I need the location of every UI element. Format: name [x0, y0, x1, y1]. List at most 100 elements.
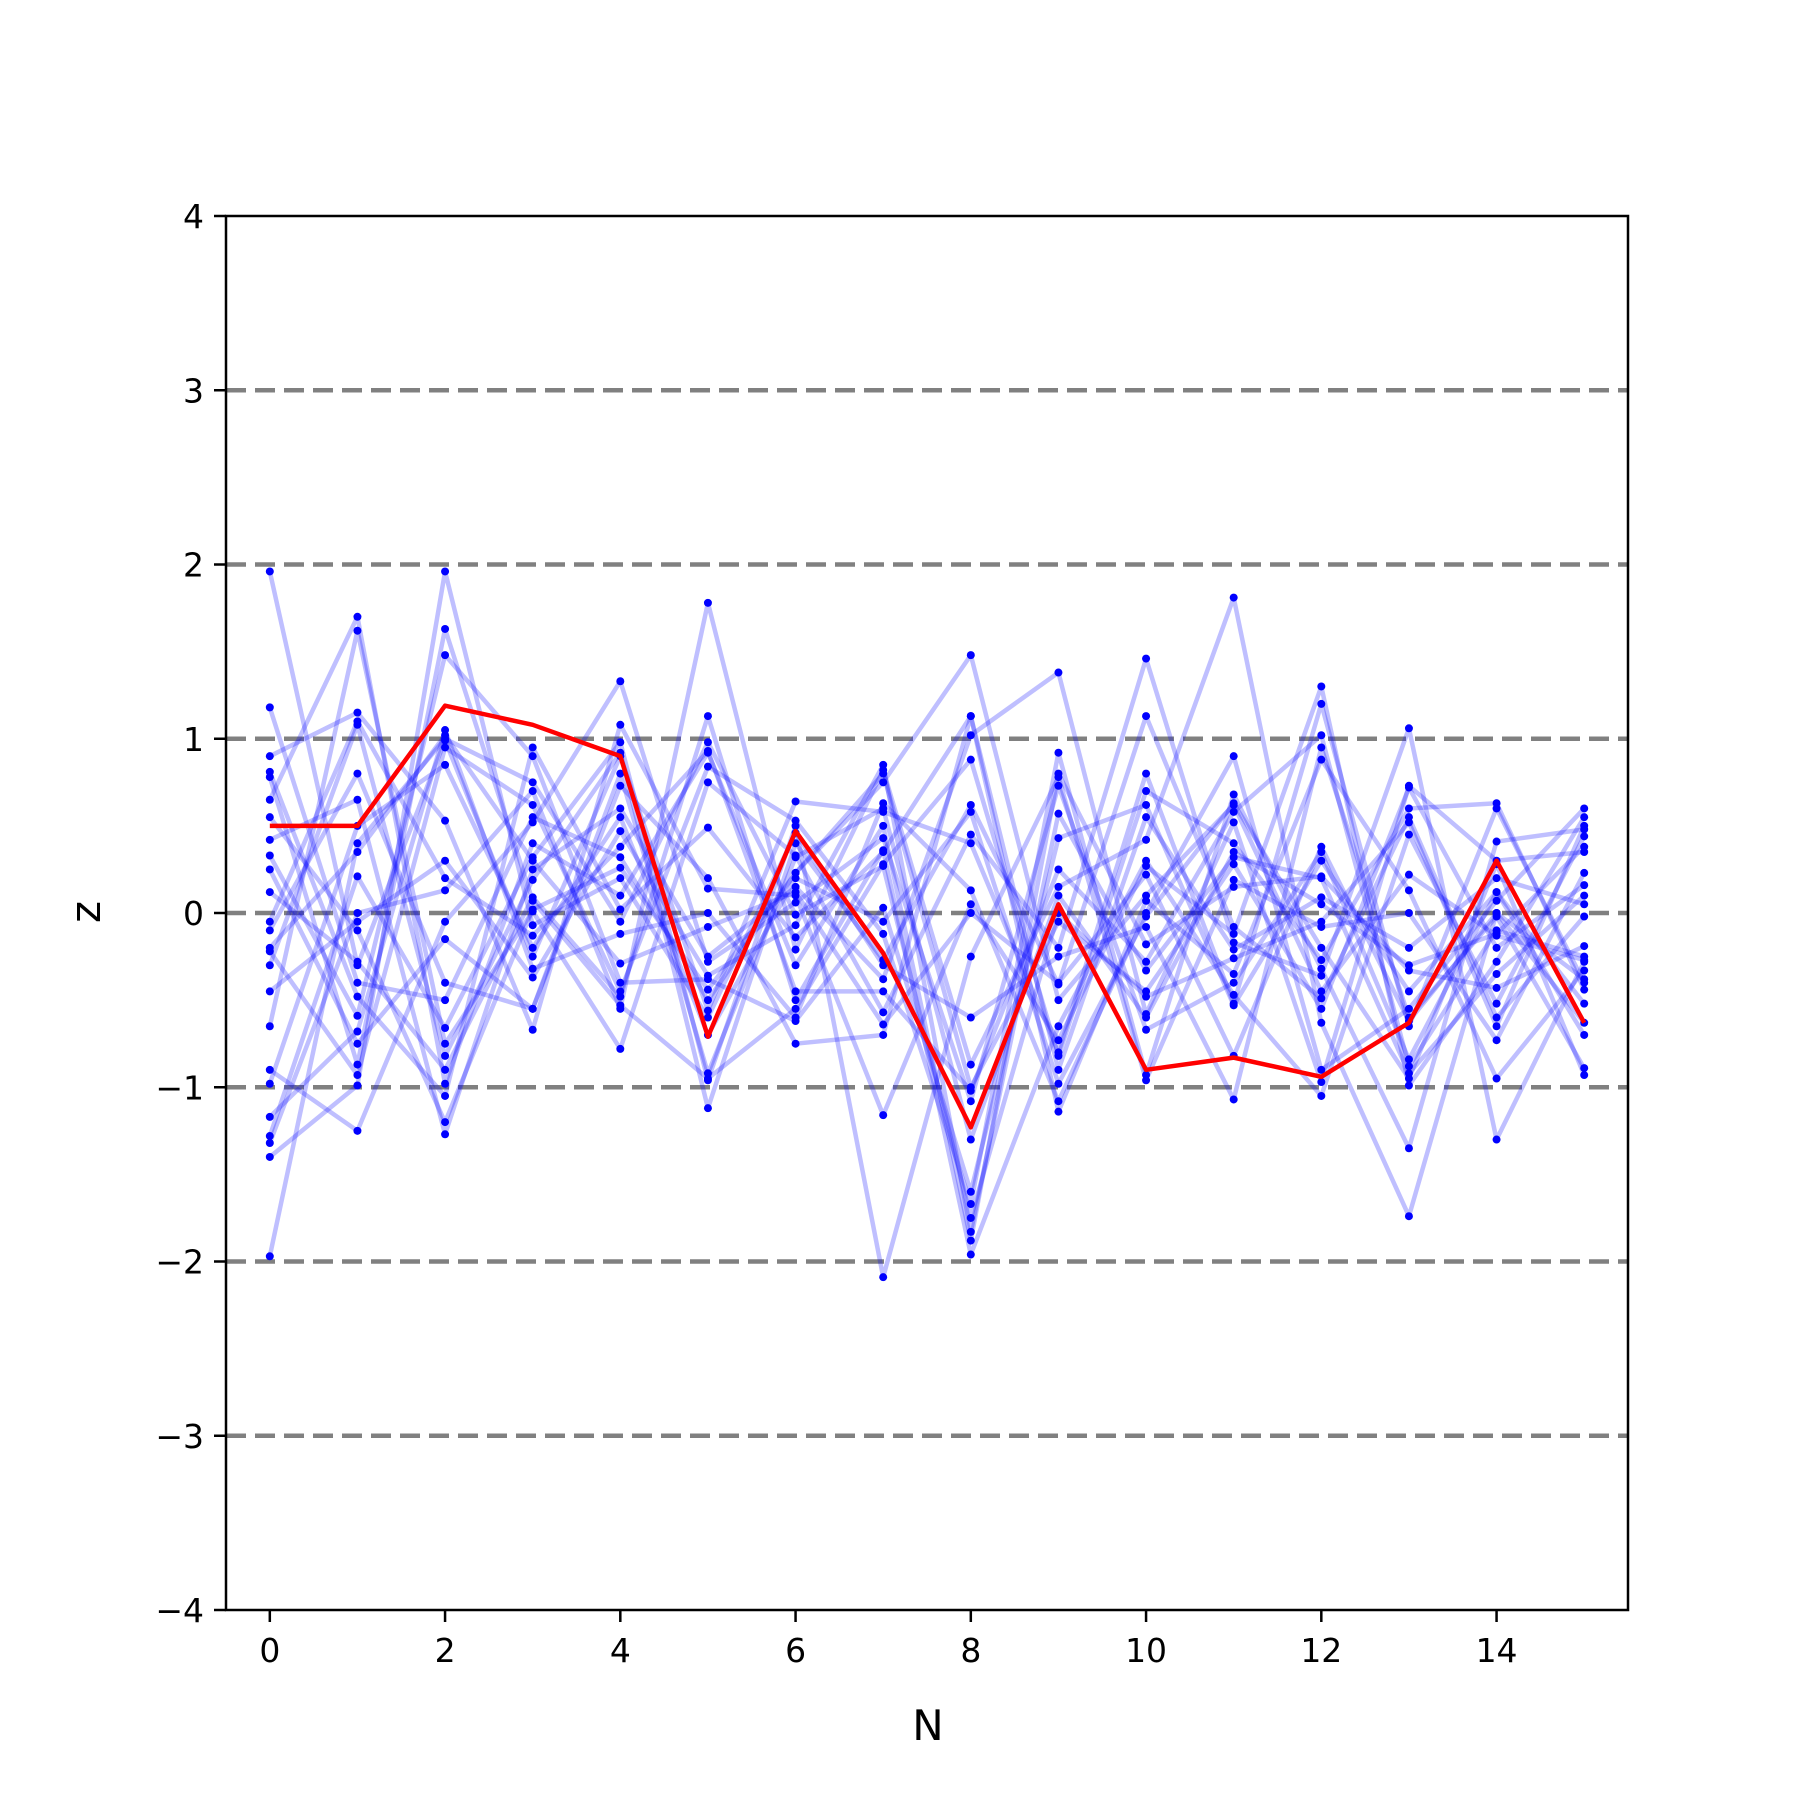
- series-point: [966, 651, 975, 660]
- series-point: [1492, 896, 1501, 905]
- series-point: [441, 743, 450, 752]
- series-point: [966, 1097, 975, 1106]
- series-point: [441, 856, 450, 865]
- series-point: [1404, 804, 1413, 813]
- series-line: [268, 771, 1586, 1125]
- series-point: [528, 787, 537, 796]
- y-tick-label: 4: [183, 197, 204, 236]
- series-point: [1142, 769, 1151, 778]
- series-point: [616, 891, 625, 900]
- series-point: [966, 807, 975, 816]
- series-point: [441, 1051, 450, 1060]
- series-point: [528, 778, 537, 787]
- series-point: [616, 720, 625, 729]
- series-point: [441, 1039, 450, 1048]
- x-tick-label: 2: [435, 1631, 456, 1670]
- series-point: [1317, 964, 1326, 973]
- series-point: [1054, 891, 1063, 900]
- series-point: [1317, 943, 1326, 952]
- series-point: [528, 752, 537, 761]
- x-tick-label: 14: [1476, 1631, 1518, 1670]
- reference-lines: [226, 388, 1628, 1438]
- series-point: [265, 943, 274, 952]
- series-point: [1142, 856, 1151, 865]
- x-tick-label: 0: [259, 1631, 280, 1670]
- series-line: [268, 670, 1585, 1137]
- series-line: [267, 595, 1586, 1219]
- series-point: [1054, 1079, 1063, 1088]
- series-point: [1229, 954, 1238, 963]
- series-point: [616, 863, 625, 872]
- series-point: [1229, 1001, 1238, 1010]
- series-point: [353, 957, 362, 966]
- series-point: [1142, 654, 1151, 663]
- series-point: [353, 769, 362, 778]
- series-point: [1404, 1055, 1413, 1064]
- series-point: [1580, 952, 1589, 961]
- series-point: [353, 1027, 362, 1036]
- series-point: [879, 961, 888, 970]
- series-point: [703, 1104, 712, 1113]
- series-point: [265, 926, 274, 935]
- series-point: [879, 1030, 888, 1039]
- series-point: [616, 813, 625, 822]
- series-point: [1054, 1051, 1063, 1060]
- series-point: [1580, 966, 1589, 975]
- series-point: [966, 1213, 975, 1222]
- series-point: [441, 935, 450, 944]
- series-point: [441, 978, 450, 987]
- series-point: [1142, 712, 1151, 721]
- series-point: [353, 1071, 362, 1080]
- series-point: [1229, 799, 1238, 808]
- series-point: [1054, 668, 1063, 677]
- series-point: [353, 909, 362, 917]
- series-line: [268, 733, 1586, 1059]
- series-point: [353, 626, 362, 635]
- series-point: [265, 851, 274, 860]
- y-tick-label: −2: [155, 1243, 204, 1282]
- series-line: [268, 678, 1587, 1134]
- series-line: [267, 713, 1585, 1099]
- series-point: [879, 1273, 888, 1282]
- series-point: [616, 1004, 625, 1013]
- series-point: [791, 987, 800, 996]
- series-point: [1404, 1004, 1413, 1013]
- series-point: [1229, 860, 1238, 869]
- series-point: [1404, 1144, 1413, 1153]
- series-point: [791, 933, 800, 942]
- series-point: [441, 996, 450, 1005]
- series-point: [1054, 978, 1063, 987]
- series-point: [1317, 1018, 1326, 1027]
- series-point: [703, 1013, 712, 1022]
- series-point: [1317, 994, 1326, 1003]
- series-point: [441, 816, 450, 825]
- series-point: [441, 731, 450, 740]
- series-point: [1054, 952, 1063, 961]
- y-tick-label: 2: [183, 546, 204, 585]
- series-point: [528, 1004, 537, 1013]
- series-point: [791, 853, 800, 862]
- series-point: [1142, 1076, 1151, 1085]
- series-point: [1317, 1065, 1326, 1074]
- series-point: [528, 952, 537, 961]
- series-point: [265, 835, 274, 844]
- series-point: [1054, 1036, 1063, 1045]
- series-point: [1229, 929, 1238, 938]
- series-point: [1229, 882, 1238, 891]
- background-series-group: [267, 569, 1587, 1280]
- series-point: [1054, 809, 1063, 818]
- series-point: [879, 975, 888, 984]
- series-point: [1404, 1074, 1413, 1083]
- series-point: [1142, 835, 1151, 844]
- series-point: [265, 1112, 274, 1121]
- series-point: [1492, 957, 1501, 966]
- series-point: [1492, 837, 1501, 846]
- series-point: [528, 865, 537, 874]
- series-line: [267, 652, 1586, 1195]
- series-line: [267, 762, 1587, 1087]
- series-point: [1229, 875, 1238, 884]
- series-point: [1054, 1022, 1063, 1031]
- series-point: [265, 767, 274, 776]
- series-point: [616, 769, 625, 778]
